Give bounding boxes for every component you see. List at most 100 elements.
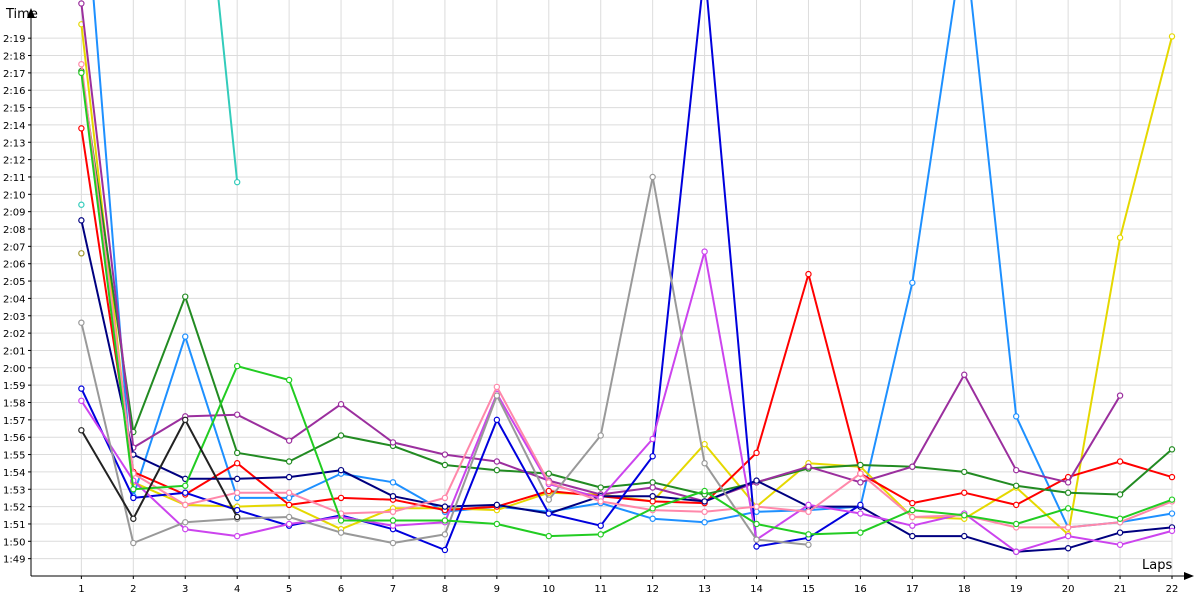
y-tick-label: 2:02 bbox=[3, 329, 25, 340]
data-point bbox=[182, 333, 189, 340]
data-point bbox=[1012, 413, 1020, 420]
data-point bbox=[1064, 479, 1072, 486]
series-line bbox=[80, 220, 1173, 553]
data-point bbox=[649, 505, 656, 512]
data-point bbox=[233, 449, 241, 457]
data-point bbox=[1064, 489, 1072, 496]
series-8 bbox=[78, 248, 1176, 555]
data-point bbox=[961, 371, 968, 378]
series-line bbox=[80, 418, 239, 520]
series-line bbox=[80, 64, 1173, 529]
data-point bbox=[78, 427, 85, 434]
y-tick-label: 2:13 bbox=[3, 138, 25, 149]
data-point bbox=[285, 501, 293, 509]
series-line bbox=[80, 128, 1173, 512]
data-point bbox=[961, 512, 968, 519]
data-point bbox=[493, 520, 501, 528]
x-tick-label: 6 bbox=[338, 584, 344, 595]
x-tick-label: 9 bbox=[494, 584, 500, 595]
axes: Time Laps bbox=[5, 7, 1194, 580]
y-tick-label: 2:18 bbox=[3, 52, 25, 63]
data-point bbox=[493, 392, 501, 399]
data-point bbox=[961, 532, 968, 540]
series bbox=[78, 0, 1176, 555]
data-point bbox=[493, 458, 501, 465]
data-point bbox=[337, 401, 345, 408]
x-axis-arrow bbox=[1184, 572, 1194, 580]
x-tick-labels: 1 2 3 4 5 6 7 8 9 10 11 12 13 14 15 16 17 18 19 20 21 22 bbox=[78, 584, 1178, 595]
data-point bbox=[857, 479, 864, 486]
y-tick-label: 2:12 bbox=[3, 156, 25, 167]
data-point bbox=[1012, 520, 1020, 528]
x-tick-label: 17 bbox=[906, 584, 919, 595]
data-point bbox=[1012, 482, 1020, 489]
x-tick-label: 11 bbox=[594, 584, 607, 595]
data-point bbox=[389, 479, 397, 486]
x-tick-label: 15 bbox=[802, 584, 815, 595]
data-point bbox=[753, 536, 760, 543]
data-point bbox=[1064, 532, 1072, 540]
x-tick-label: 8 bbox=[442, 584, 448, 595]
y-tick-label: 2:01 bbox=[3, 346, 25, 357]
y-tick-label: 1:55 bbox=[3, 451, 25, 462]
y-tick-label: 2:17 bbox=[3, 69, 25, 80]
y-tick-label: 1:58 bbox=[3, 399, 25, 410]
y-tick-label: 2:11 bbox=[3, 173, 25, 184]
data-point bbox=[441, 503, 449, 510]
y-tick-label: 1:56 bbox=[3, 433, 25, 444]
data-point bbox=[493, 466, 501, 474]
x-tick-label: 12 bbox=[646, 584, 659, 595]
data-point bbox=[753, 508, 760, 516]
x-tick-label: 4 bbox=[234, 584, 240, 595]
data-point bbox=[441, 461, 449, 469]
data-point bbox=[857, 529, 864, 536]
data-point bbox=[597, 484, 604, 491]
data-point bbox=[1168, 33, 1176, 40]
data-point bbox=[337, 529, 345, 536]
data-point bbox=[701, 508, 708, 516]
data-point bbox=[649, 498, 656, 505]
data-point bbox=[1116, 392, 1124, 399]
data-point bbox=[545, 470, 552, 477]
x-tick-label: 10 bbox=[542, 584, 555, 595]
data-point bbox=[285, 458, 293, 465]
x-tick-label: 16 bbox=[854, 584, 867, 595]
x-tick-label: 13 bbox=[698, 584, 711, 595]
data-point bbox=[182, 293, 189, 300]
data-point bbox=[545, 496, 552, 503]
data-point bbox=[1064, 505, 1072, 512]
x-tick-label: 1 bbox=[78, 584, 84, 595]
data-point bbox=[753, 543, 760, 550]
data-point bbox=[909, 532, 916, 540]
data-point bbox=[805, 531, 812, 538]
data-point bbox=[130, 515, 137, 522]
y-tick-label: 1:52 bbox=[3, 503, 25, 514]
data-point bbox=[753, 503, 760, 510]
data-point bbox=[909, 506, 916, 514]
data-point bbox=[1116, 234, 1124, 241]
data-point bbox=[233, 532, 241, 540]
x-tick-label: 19 bbox=[1010, 584, 1023, 595]
data-point bbox=[441, 546, 449, 554]
data-point bbox=[805, 541, 812, 548]
y-tick-label: 1:59 bbox=[3, 381, 25, 392]
data-point bbox=[285, 494, 293, 502]
data-point bbox=[1012, 548, 1020, 555]
data-point bbox=[1116, 529, 1124, 536]
data-point bbox=[649, 492, 656, 500]
series-1 bbox=[92, 0, 1176, 531]
y-tick-label: 2:08 bbox=[3, 225, 25, 236]
series-12 bbox=[78, 416, 241, 522]
data-point bbox=[233, 411, 241, 418]
y-tick-label: 2:04 bbox=[3, 294, 25, 305]
y-tick-label: 2:03 bbox=[3, 312, 25, 323]
data-point bbox=[597, 531, 604, 538]
y-tick-label: 1:50 bbox=[3, 537, 25, 548]
data-point bbox=[1168, 446, 1176, 453]
grid bbox=[28, 0, 1173, 579]
data-point bbox=[701, 487, 708, 495]
data-point bbox=[1168, 510, 1176, 517]
data-point bbox=[337, 466, 345, 474]
data-point bbox=[182, 489, 189, 496]
